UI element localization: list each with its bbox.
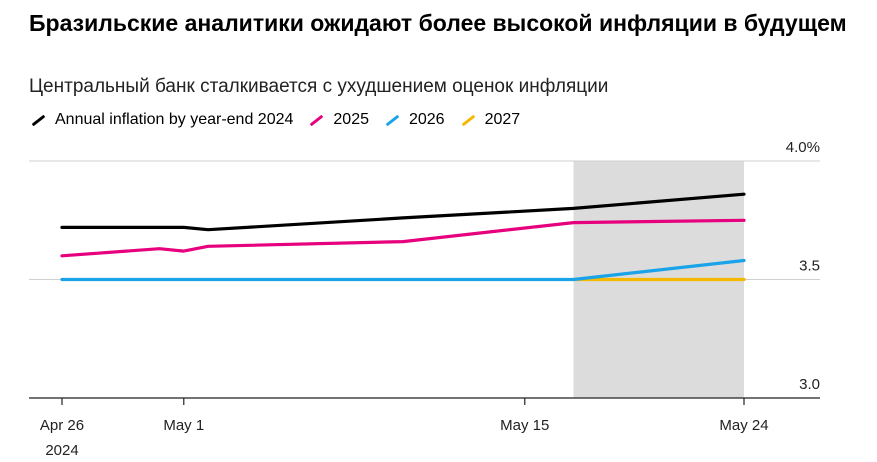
chart-legend: Annual inflation by year-end 2024 2025 2… — [29, 109, 534, 131]
x-tick-label-0: Apr 26 — [40, 417, 84, 434]
legend-label-2026: 2026 — [408, 111, 445, 128]
series-line-annual-inflation-by-year-end-2024 — [60, 192, 746, 232]
x-tick-label-2: May 15 — [500, 417, 549, 434]
legend-item-2027: 2027 — [459, 109, 521, 131]
legend-label-2025: 2025 — [333, 111, 369, 128]
y-tick-label-1: 3.5 — [799, 258, 820, 275]
chart-subtitle: Центральный банк сталкивается с ухудшени… — [29, 76, 609, 97]
x-tick-label-1: May 1 — [163, 417, 204, 434]
legend-item-2025: 2025 — [307, 109, 369, 131]
legend-item-2026: 2026 — [383, 109, 445, 131]
chart-title: Бразильские аналитики ожидают более высо… — [29, 10, 847, 36]
legend-label-2024: Annual inflation by year-end 2024 — [55, 111, 294, 128]
y-tick-label-0: 4.0% — [786, 139, 820, 156]
x-tick-sublabel-0: 2024 — [45, 442, 78, 459]
x-tick-label-3: May 24 — [719, 417, 768, 434]
y-tick-label-2: 3.0 — [799, 376, 820, 393]
series-line-2026 — [60, 258, 746, 282]
legend-item-2024: Annual inflation by year-end 2024 — [29, 109, 293, 131]
series-line-2025 — [60, 218, 746, 258]
legend-label-2027: 2027 — [484, 111, 521, 128]
